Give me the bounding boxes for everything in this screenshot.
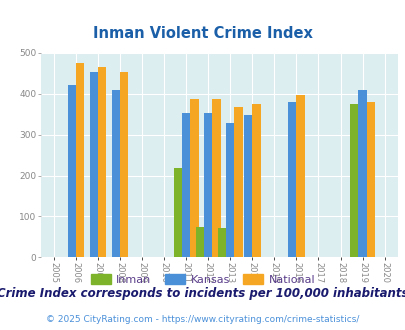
Bar [243,115,252,257]
Bar [173,168,181,257]
Bar [120,72,128,257]
Bar [226,123,234,257]
Bar [358,90,366,257]
Legend: Inman, Kansas, National: Inman, Kansas, National [86,270,319,289]
Text: Inman Violent Crime Index: Inman Violent Crime Index [93,25,312,41]
Bar [67,85,76,257]
Bar [349,104,358,257]
Bar [366,102,374,257]
Bar [190,99,198,257]
Bar [252,104,260,257]
Bar [76,63,84,257]
Bar [181,113,190,257]
Bar [195,227,204,257]
Bar [90,73,98,257]
Bar [204,113,212,257]
Bar [296,95,304,257]
Bar [234,107,242,257]
Bar [212,99,220,257]
Bar [217,227,226,257]
Text: © 2025 CityRating.com - https://www.cityrating.com/crime-statistics/: © 2025 CityRating.com - https://www.city… [46,315,359,324]
Bar [98,67,106,257]
Bar [111,90,120,257]
Text: Crime Index corresponds to incidents per 100,000 inhabitants: Crime Index corresponds to incidents per… [0,287,405,300]
Bar [287,102,296,257]
